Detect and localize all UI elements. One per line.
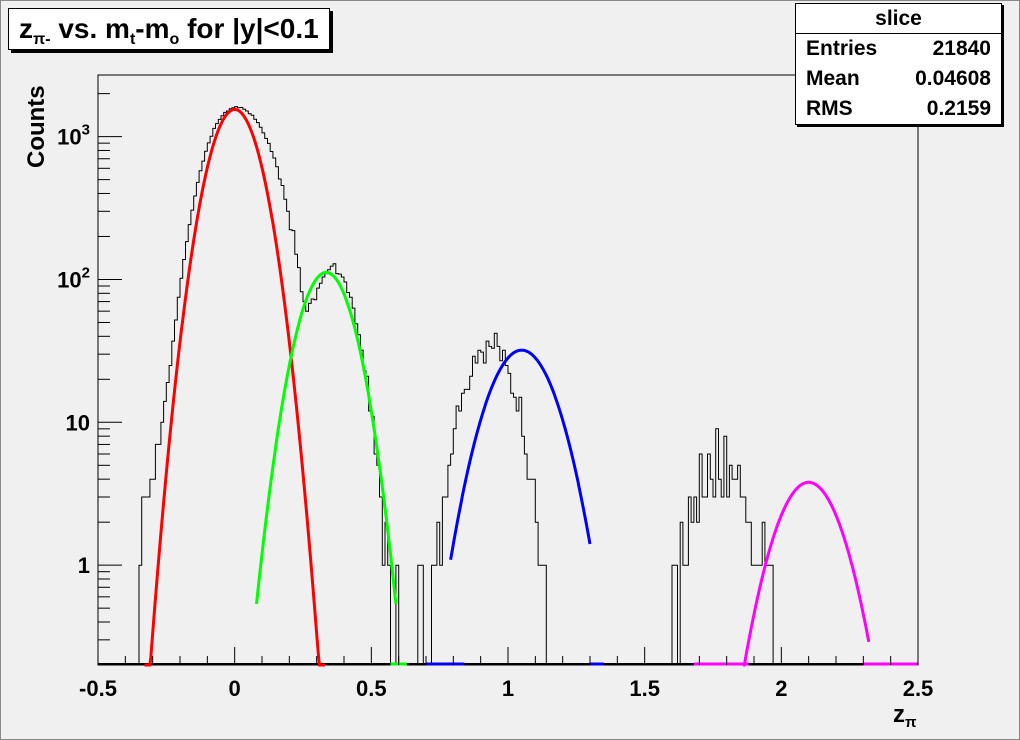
stats-label: Entries: [806, 37, 878, 60]
stats-label: RMS: [806, 97, 853, 120]
y-tick-base: 10: [66, 410, 90, 435]
y-tick-exponent: 2: [82, 264, 90, 281]
title-subscript: t: [129, 31, 136, 48]
stats-label: Mean: [806, 67, 860, 90]
x-tick-label: 0.5: [356, 676, 387, 701]
y-tick-exponent: 3: [82, 122, 90, 139]
fit-curve-1: [144, 107, 325, 667]
fit-curve-3: [449, 348, 592, 561]
x-axis-label: zπ: [893, 701, 917, 731]
x-tick-label: -0.5: [79, 676, 117, 701]
x-tick-label: 1: [502, 676, 514, 701]
histogram-outline: [138, 106, 826, 666]
stats-box: slice Entries 21840 Mean 0.04608 RMS 0.2…: [795, 3, 1002, 125]
fit-curve-4: [742, 480, 871, 667]
title-part: -m: [135, 13, 170, 44]
y-tick-base: 10: [57, 267, 81, 292]
stats-row-mean: Mean 0.04608: [796, 64, 1001, 94]
fit-curves-layer: [144, 107, 918, 667]
title-part: for |y|<0.1: [179, 13, 319, 44]
stats-row-rms: RMS 0.2159: [796, 94, 1001, 124]
stats-header: slice: [796, 4, 1001, 34]
title-subscript: π-: [33, 31, 51, 48]
y-tick-base: 10: [57, 125, 81, 150]
y-tick-label: 10: [66, 410, 90, 435]
title-part: vs. m: [50, 13, 130, 44]
x-tick-label: 0: [229, 676, 241, 701]
y-tick-base: 1: [78, 553, 90, 578]
title-part: z: [19, 13, 33, 44]
y-tick-label: 103: [57, 122, 90, 150]
stats-row-entries: Entries 21840: [796, 34, 1001, 64]
x-tick-label: 1.5: [629, 676, 660, 701]
fit-curve-2: [255, 270, 398, 605]
x-axis-label-main: z: [893, 701, 905, 728]
plot-title: zπ- vs. mt-mo for |y|<0.1: [8, 8, 330, 50]
title-subscript: o: [169, 31, 180, 48]
x-tick-label: 2.5: [903, 676, 934, 701]
stats-value: 0.2159: [926, 97, 991, 120]
y-tick-label: 102: [57, 264, 90, 292]
x-tick-label: 2: [775, 676, 787, 701]
x-axis-label-sub: π: [905, 714, 917, 731]
y-axis-label: Counts: [23, 85, 50, 168]
stats-value: 0.04608: [915, 67, 991, 90]
y-tick-label: 1: [78, 553, 90, 578]
stats-value: 21840: [932, 37, 991, 60]
